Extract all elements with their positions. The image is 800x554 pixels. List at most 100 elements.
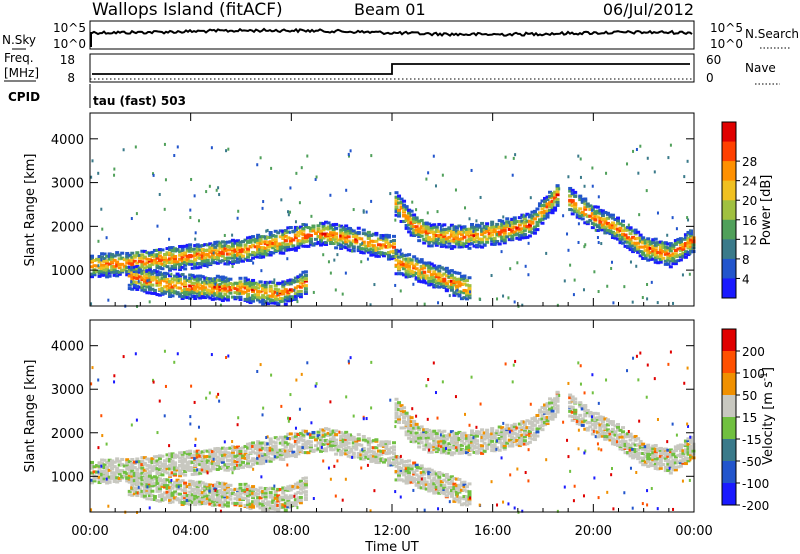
power-echo-cell [175,286,180,290]
velocity-echo-cell [464,451,469,455]
power-echo-cell [246,258,251,262]
velocity-echo-cell [296,490,301,494]
power-echo-cell [331,231,336,235]
velocity-echo-cell [203,494,208,498]
velocity-echo-cell [296,432,301,436]
power-echo-cell [110,260,115,264]
power-echo-cell [183,258,188,262]
power-echo-cell [374,254,379,258]
velocity-echo-cell [467,437,472,441]
power-echo-cell [500,239,505,243]
velocity-echo-cell [442,490,447,494]
power-echo-cell [454,280,459,284]
velocity-echo-cell [157,484,162,488]
power-echo-cell [517,229,522,233]
power-echo-cell [225,262,230,266]
velocity-echo-cell [147,460,152,464]
velocity-echo-cell [303,476,308,480]
power-echo-cell [308,242,313,246]
power-echo-cell [525,219,530,223]
power-echo-cell [200,292,205,296]
velocity-echo-cell [248,502,253,506]
power-echo-cell [273,238,278,242]
velocity-echo-cell [298,479,303,483]
power-echo-cell [344,227,349,231]
velocity-echo-cell [160,482,165,486]
power-echo-cell [414,276,419,280]
power-echo-speckle [631,300,634,304]
power-echo-cell [140,256,145,260]
velocity-echo-cell [112,479,117,483]
velocity-echo-cell [97,466,102,470]
power-echo-cell [293,225,298,229]
velocity-echo-cell [399,466,404,470]
power-echo-cell [200,257,205,261]
power-echo-cell [256,255,261,259]
power-echo-speckle [656,301,659,305]
power-echo-cell [449,246,454,250]
velocity-echo-cell [120,457,125,461]
power-echo-cell [251,294,256,298]
power-echo-cell [308,233,313,237]
velocity-echo-cell [130,461,135,465]
velocity-echo-cell [283,508,288,512]
power-echo-speckle [456,288,459,292]
power-echo-cell [190,247,195,251]
power-echo-cell [223,262,228,266]
power-echo-cell [444,245,449,249]
power-echo-cell [467,284,472,288]
velocity-echo-cell [97,461,102,465]
power-echo-cell [225,244,230,248]
power-echo-cell [449,282,454,286]
power-echo-cell [268,231,273,235]
velocity-echo-cell [168,494,173,498]
velocity-echo-cell [230,468,235,472]
velocity-echo-cell [107,463,112,467]
power-echo-cell [135,265,140,269]
velocity-echo-cell [424,440,429,444]
power-echo-cell [248,283,253,287]
power-echo-cell [610,226,615,230]
velocity-echo-cell [467,444,472,448]
power-echo-cell [281,251,286,255]
velocity-echo-cell [218,500,223,504]
velocity-echo-cell [354,439,359,443]
velocity-echo-cell [160,493,165,497]
velocity-echo-cell [281,439,286,443]
power-echo-cell [548,201,553,205]
velocity-echo-cell [447,475,452,479]
power-echo-cell [288,282,293,286]
power-echo-cell [419,264,424,268]
power-echo-cell [283,282,288,286]
velocity-echo-cell [198,454,203,458]
power-echo-cell [490,223,495,227]
velocity-echo-cell [175,468,180,472]
power-echo-cell [303,244,308,248]
power-echo-speckle [496,297,499,301]
velocity-echo-cell [180,496,185,500]
power-echo-cell [306,235,311,239]
velocity-echo-cell [213,462,218,466]
power-echo-cell [681,247,686,251]
power-echo-cell [157,278,162,282]
power-echo-cell [676,247,681,251]
power-echo-cell [678,239,683,243]
power-echo-cell [427,222,432,226]
power-echo-cell [316,235,321,239]
velocity-echo-cell [127,471,132,475]
power-echo-cell [535,207,540,211]
velocity-echo-cell [412,431,417,435]
velocity-echo-cell [248,451,253,455]
nave-right-tick-top: 60 [706,53,721,67]
power-echo-cell [100,271,105,275]
velocity-echo-cell [439,480,444,484]
velocity-echo-cell [100,461,105,465]
power-echo-cell [248,280,253,284]
power-echo-cell [442,230,447,234]
power-echo-cell [668,257,673,261]
velocity-echo-cell [145,457,150,461]
power-echo-cell [311,242,316,246]
power-echo-cell [580,210,585,214]
power-echo-cell [220,289,225,293]
velocity-echo-cell [273,496,278,500]
